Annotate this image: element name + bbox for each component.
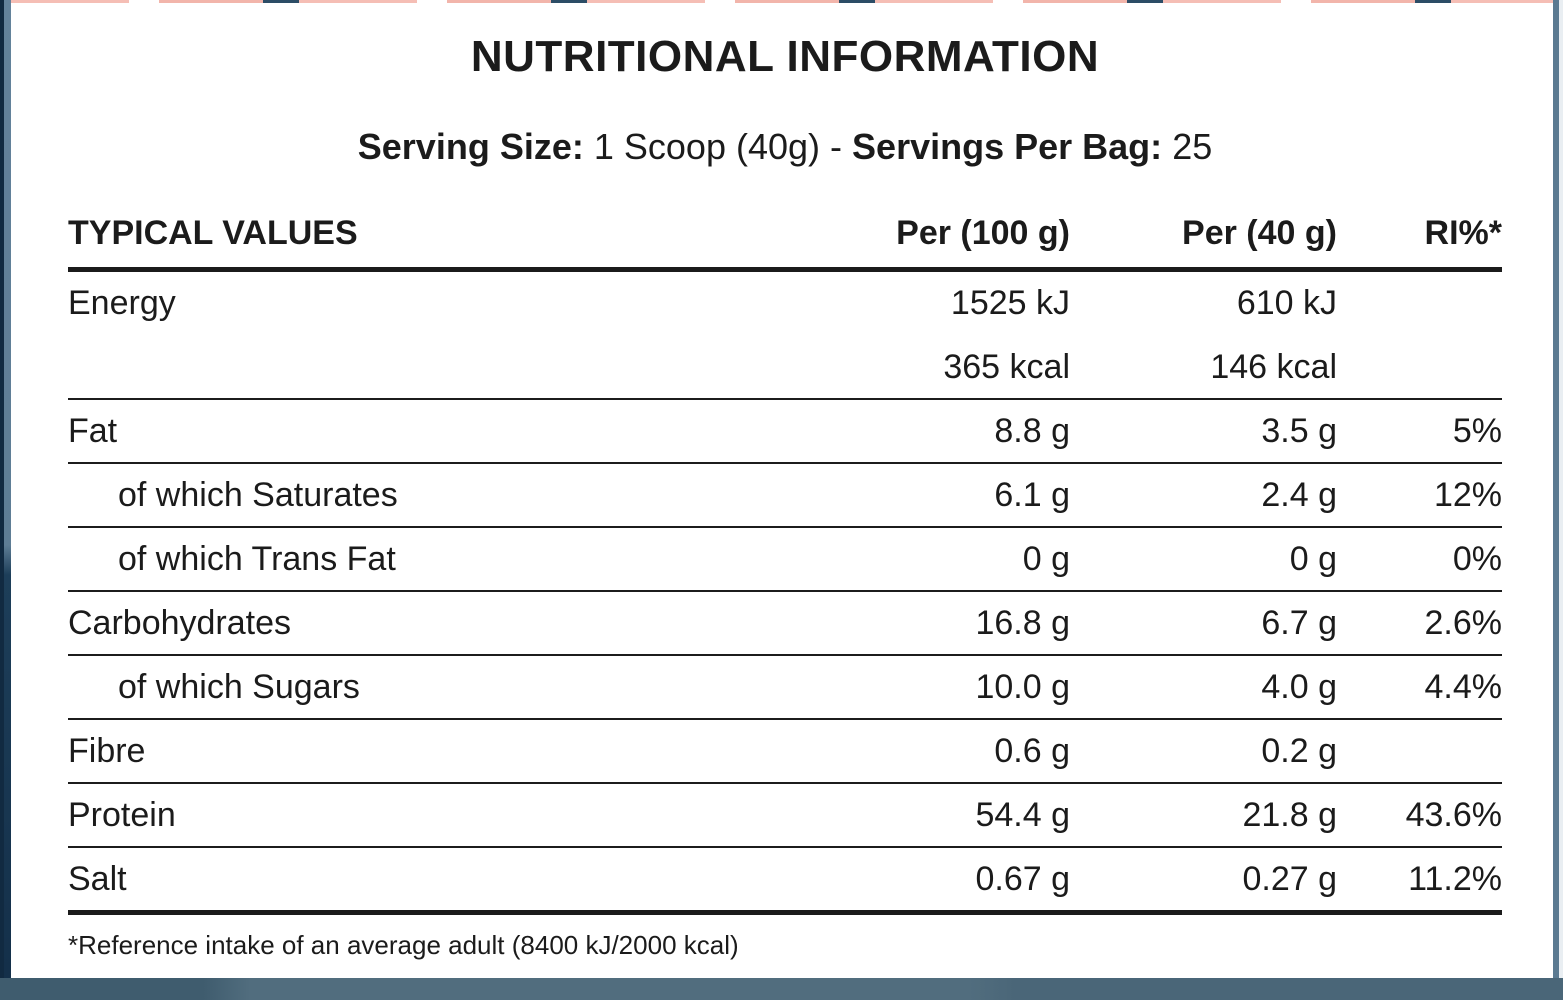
serving-info-line: Serving Size: 1 Scoop (40g) - Servings P… [68,123,1502,171]
table-header-row: TYPICAL VALUES Per (100 g) Per (40 g) RI… [68,207,1502,272]
nutrient-name: Energy [68,284,176,322]
value-per-40g: 610 kJ 146 kcal [1070,285,1337,385]
table-row-energy: Energy 1525 kJ 365 kcal 610 kJ 146 kcal [68,272,1502,400]
table-row-salt: Salt 0.67 g 0.27 g 11.2% [68,848,1502,915]
energy-kcal-40g: 146 kcal [1210,348,1337,386]
packaging-bottom-bar [0,978,1563,1000]
value-per-40g: 21.8 g [1242,796,1337,834]
table-row-saturates: of which Saturates 6.1 g 2.4 g 12% [68,464,1502,528]
value-per-100g: 0.6 g [994,732,1070,770]
value-per-40g: 0.2 g [1261,732,1337,770]
header-ri-percent: RI%* [1424,214,1502,252]
value-per-100g: 16.8 g [975,604,1070,642]
nutrition-table: TYPICAL VALUES Per (100 g) Per (40 g) RI… [68,207,1502,915]
header-per-40g: Per (40 g) [1182,214,1337,252]
nutrient-name: Fat [68,412,118,450]
table-row-trans-fat: of which Trans Fat 0 g 0 g 0% [68,528,1502,592]
nutrient-name: of which Sugars [118,668,360,706]
value-ri: 5% [1452,412,1502,450]
value-ri: 43.6% [1405,796,1502,834]
page-title: NUTRITIONAL INFORMATION [470,32,1100,81]
table-row-protein: Protein 54.4 g 21.8 g 43.6% [68,784,1502,848]
serving-size-label: Serving Size: [357,126,584,167]
nutrient-name: of which Saturates [118,476,398,514]
header-typical-values: TYPICAL VALUES [68,214,358,252]
servings-per-bag-label: Servings Per Bag: [852,126,1163,167]
serving-separator: - [830,126,843,167]
serving-size-value: 1 Scoop (40g) [593,126,821,167]
packaging-left-edge [0,0,11,978]
nutrient-name: Carbohydrates [68,604,292,642]
nutrient-name: Protein [68,796,176,834]
energy-kcal-100g: 365 kcal [943,348,1070,386]
servings-per-bag-value: 25 [1172,126,1213,167]
value-per-100g: 6.1 g [994,476,1070,514]
nutrient-name: of which Trans Fat [118,540,396,578]
value-ri: 4.4% [1424,668,1503,706]
value-ri: 12% [1433,476,1502,514]
top-accent-strip [11,0,1553,3]
value-per-40g: 0 g [1289,540,1337,578]
energy-kj-40g: 610 kJ [1236,284,1337,322]
value-per-40g: 3.5 g [1261,412,1337,450]
value-per-100g: 10.0 g [975,668,1070,706]
nutrition-label-panel: NUTRITIONAL INFORMATION Serving Size: 1 … [11,3,1553,977]
energy-kj-100g: 1525 kJ [950,284,1070,322]
value-ri: 11.2% [1408,860,1502,898]
packaging-right-edge [1553,0,1563,978]
table-row-carbohydrates: Carbohydrates 16.8 g 6.7 g 2.6% [68,592,1502,656]
value-per-100g: 54.4 g [975,796,1070,834]
value-ri: 2.6% [1424,604,1503,642]
value-per-40g: 6.7 g [1261,604,1337,642]
value-per-40g: 4.0 g [1261,668,1337,706]
value-per-100g: 8.8 g [994,412,1070,450]
header-per-100g: Per (100 g) [896,214,1070,252]
nutrient-name: Salt [68,860,127,898]
value-per-100g: 1525 kJ 365 kcal [785,285,1070,385]
value-per-40g: 0.27 g [1242,860,1337,898]
reference-intake-footnote: *Reference intake of an average adult (8… [68,930,739,960]
table-row-fibre: Fibre 0.6 g 0.2 g [68,720,1502,784]
value-ri: 0% [1452,540,1502,578]
table-row-fat: Fat 8.8 g 3.5 g 5% [68,400,1502,464]
value-per-40g: 2.4 g [1261,476,1337,514]
value-per-100g: 0 g [1022,540,1070,578]
value-per-100g: 0.67 g [975,860,1070,898]
nutrient-name: Fibre [68,732,146,770]
table-row-sugars: of which Sugars 10.0 g 4.0 g 4.4% [68,656,1502,720]
